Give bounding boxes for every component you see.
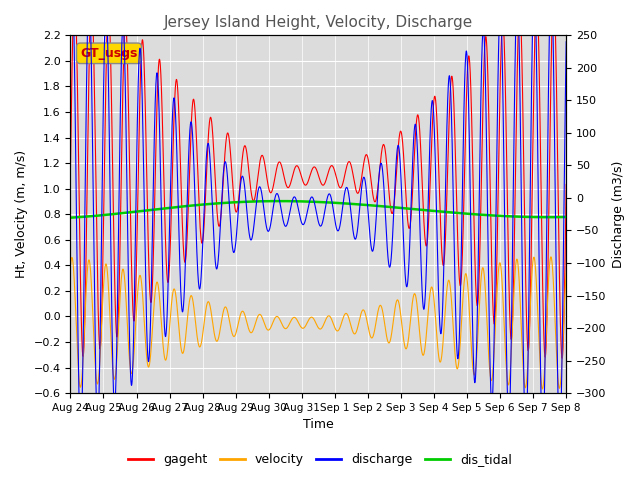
X-axis label: Time: Time xyxy=(303,419,333,432)
Title: Jersey Island Height, Velocity, Discharge: Jersey Island Height, Velocity, Discharg… xyxy=(164,15,473,30)
Y-axis label: Discharge (m3/s): Discharge (m3/s) xyxy=(612,160,625,268)
Text: GT_usgs: GT_usgs xyxy=(80,47,138,60)
Legend: gageht, velocity, discharge, dis_tidal: gageht, velocity, discharge, dis_tidal xyxy=(123,448,517,471)
Y-axis label: Ht, Velocity (m, m/s): Ht, Velocity (m, m/s) xyxy=(15,150,28,278)
